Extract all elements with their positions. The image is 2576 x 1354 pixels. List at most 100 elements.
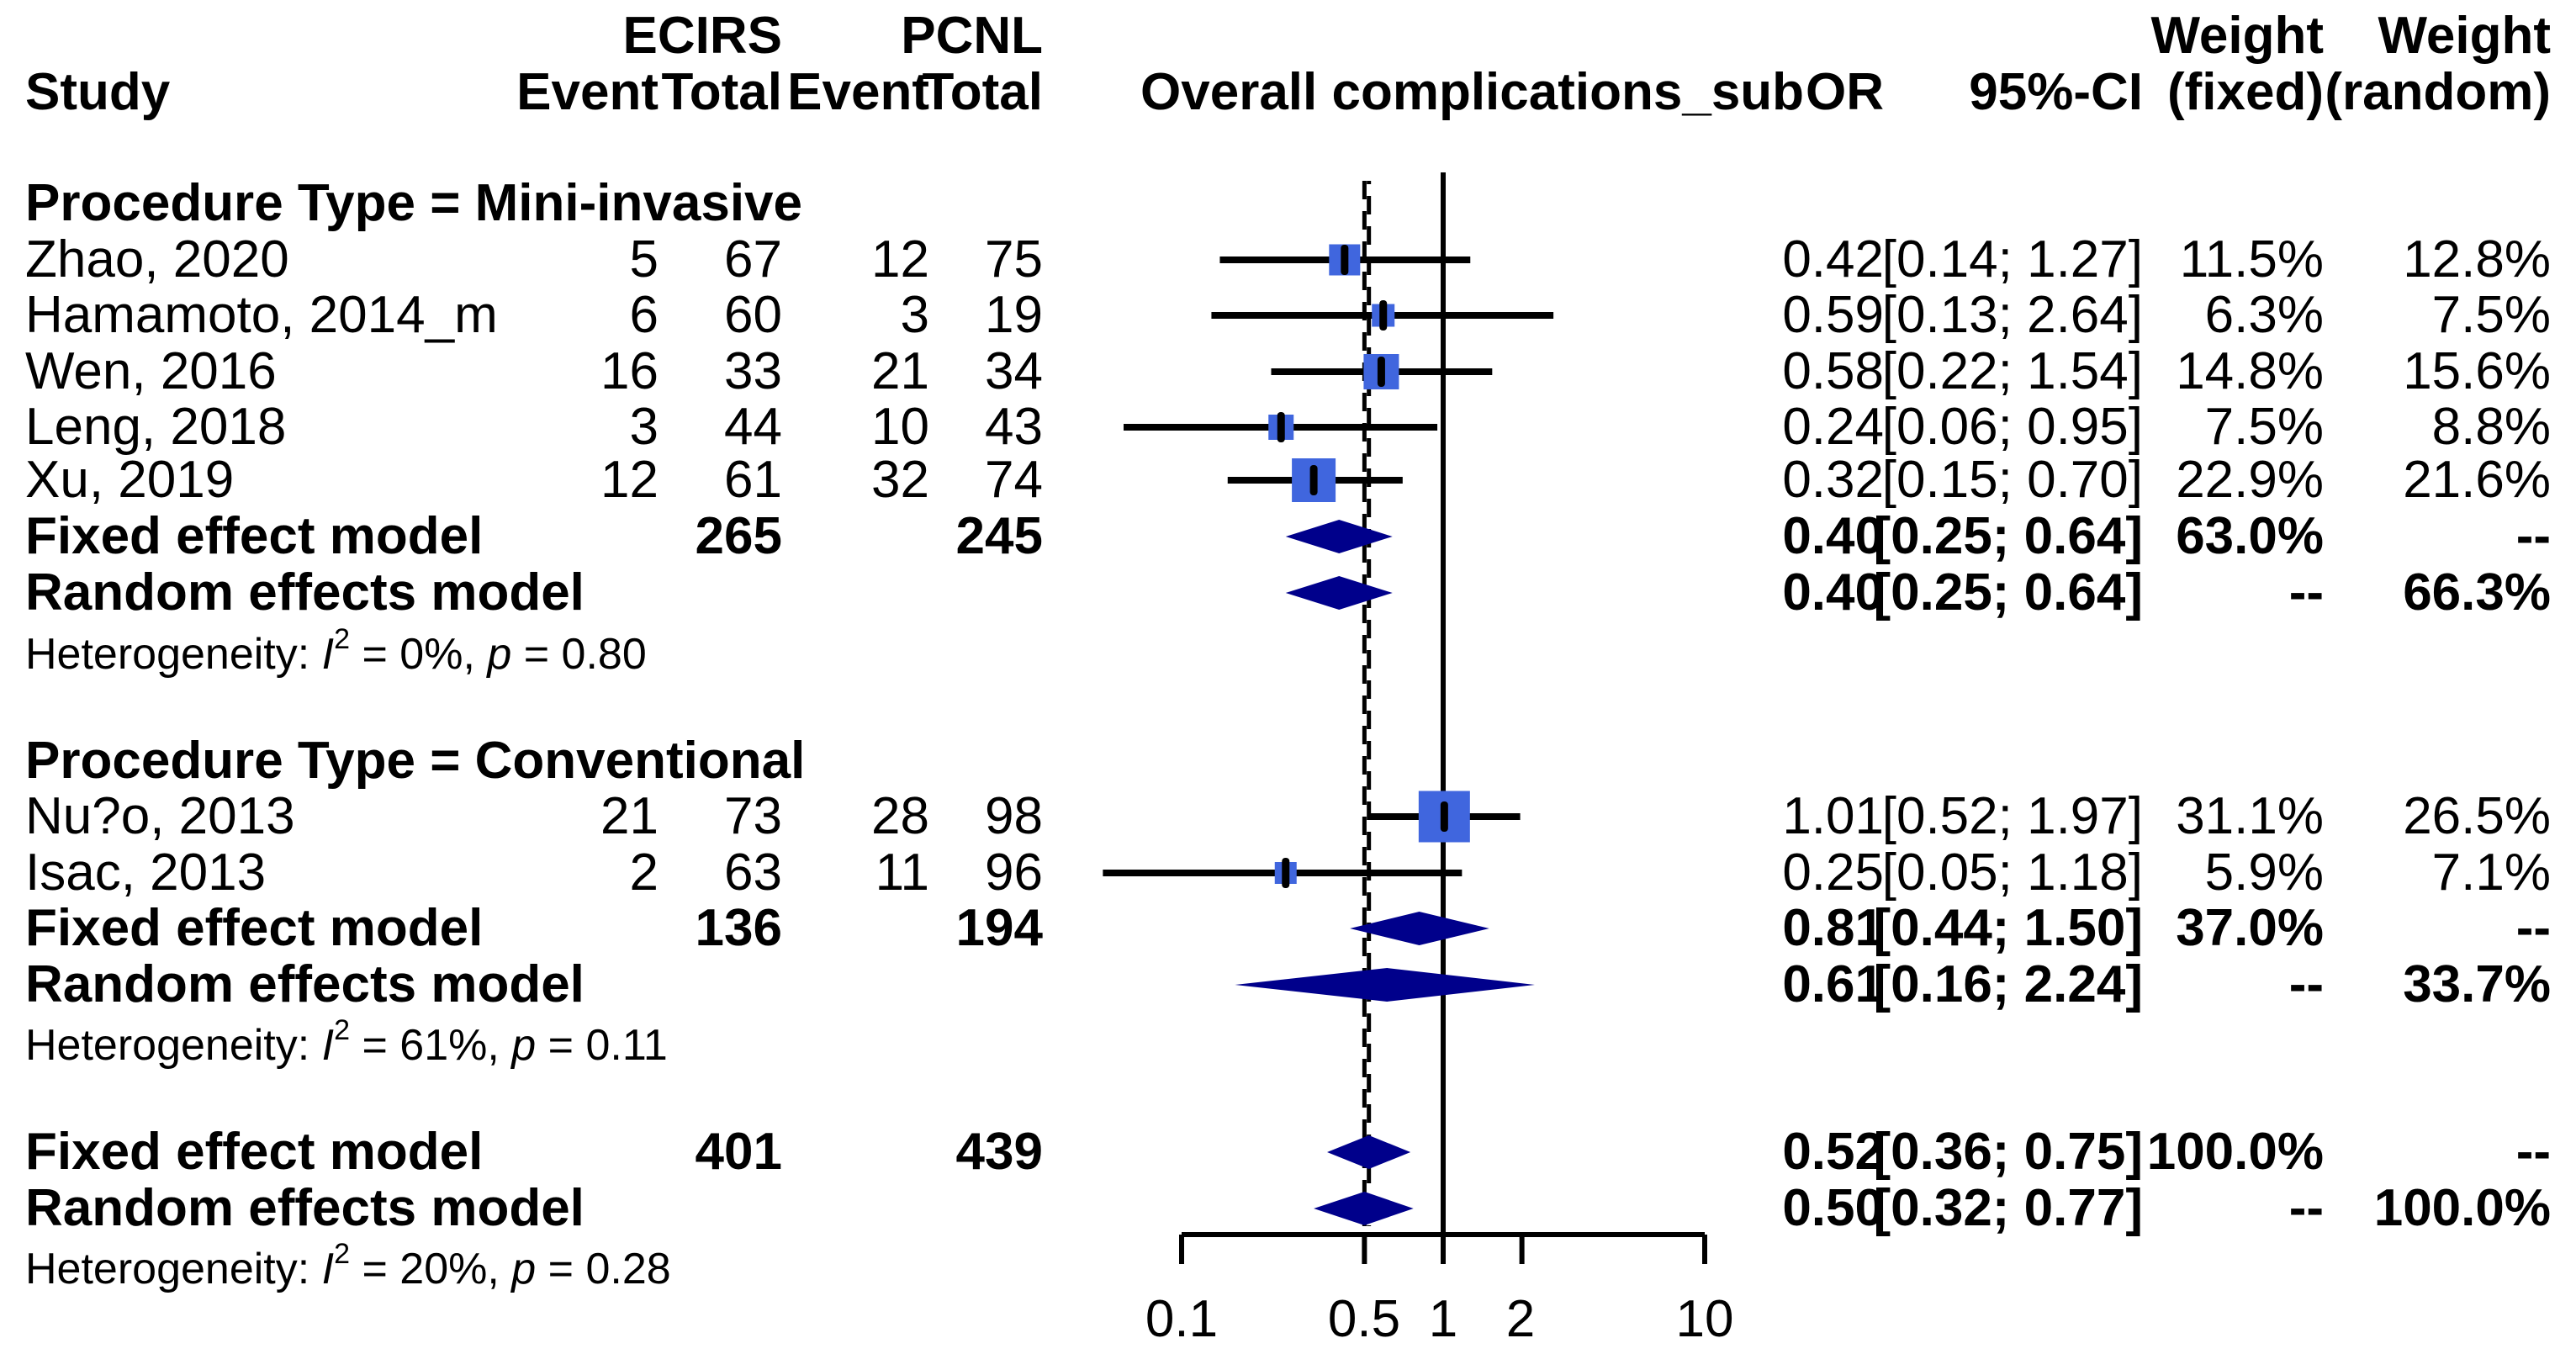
- ecirs-event: 21: [600, 787, 659, 845]
- weight-fixed-value: 37.0%: [2176, 899, 2324, 957]
- weight-random-value: 100.0%: [2373, 1179, 2551, 1237]
- model-label: Fixed effect model: [25, 899, 484, 957]
- study-row: Wen, 2016 16 33 21 34 0.58 [0.22; 1.54] …: [0, 344, 2576, 399]
- pcnl-total: 19: [985, 286, 1043, 344]
- column-header-total-ecirs: Total: [661, 63, 783, 121]
- ecirs-total: 33: [724, 342, 782, 400]
- weight-fixed-value: 7.5%: [2204, 398, 2324, 456]
- weight-fixed-value: 63.0%: [2176, 507, 2324, 565]
- axis-tick-label: 0.1: [1145, 1290, 1219, 1348]
- ecirs-total: 61: [724, 451, 782, 509]
- ecirs-event: 3: [629, 398, 659, 456]
- weight-fixed-value: 11.5%: [2179, 230, 2324, 288]
- pcnl-total: 75: [985, 230, 1043, 288]
- weight-fixed-value: --: [2288, 955, 2324, 1013]
- study-row: Hamamoto, 2014_m 6 60 3 19 0.59 [0.13; 2…: [0, 288, 2576, 343]
- ci-value: [0.05; 1.18]: [1881, 844, 2143, 902]
- ci-value: [0.13; 2.64]: [1881, 286, 2143, 344]
- or-value: 0.42: [1782, 230, 1884, 288]
- study-row: Zhao, 2020 5 67 12 75 0.42 [0.14; 1.27] …: [0, 232, 2576, 288]
- overall-fixed-effect-row: Fixed effect model 401 439 0.52 [0.36; 0…: [0, 1124, 2576, 1180]
- ecirs-total: 401: [695, 1123, 782, 1181]
- study-label: Nu?o, 2013: [25, 787, 295, 845]
- ecirs-total: 60: [724, 286, 782, 344]
- fixed-effect-row: Fixed effect model 136 194 0.81 [0.44; 1…: [0, 901, 2576, 956]
- overall-random-effects-row: Random effects model 0.50 [0.32; 0.77] -…: [0, 1181, 2576, 1236]
- or-value: 0.40: [1782, 563, 1884, 621]
- ci-value: [0.44; 1.50]: [1873, 899, 2143, 957]
- or-value: 0.25: [1782, 844, 1884, 902]
- weight-fixed-value: 22.9%: [2176, 451, 2324, 509]
- study-label: Leng, 2018: [25, 398, 287, 456]
- ecirs-total: 73: [724, 787, 782, 845]
- axis-tick-label: 1: [1428, 1290, 1458, 1348]
- weight-random-value: 15.6%: [2403, 342, 2551, 400]
- weight-fixed-value: 14.8%: [2176, 342, 2324, 400]
- column-header-or: OR: [1806, 63, 1884, 121]
- ci-value: [0.52; 1.97]: [1881, 787, 2143, 845]
- column-header-total-pcnl: Total: [922, 63, 1044, 121]
- column-header-weight-random-2: (random): [2325, 63, 2551, 121]
- study-row: Nu?o, 2013 21 73 28 98 1.01 [0.52; 1.97]…: [0, 789, 2576, 844]
- ecirs-total: 136: [695, 899, 782, 957]
- fixed-effect-row: Fixed effect model 265 245 0.40 [0.25; 0…: [0, 509, 2576, 564]
- subgroup-title-row: Procedure Type = Conventional: [0, 733, 2576, 789]
- or-value: 0.32: [1782, 451, 1884, 509]
- heterogeneity-text: Heterogeneity: I2 = 20%, p = 0.28: [25, 1238, 671, 1293]
- ecirs-event: 16: [600, 342, 659, 400]
- weight-random-value: 8.8%: [2431, 398, 2551, 456]
- study-label: Xu, 2019: [25, 451, 235, 509]
- weight-random-value: --: [2515, 899, 2551, 957]
- ci-value: [0.22; 1.54]: [1881, 342, 2143, 400]
- pcnl-total: 194: [955, 899, 1043, 957]
- study-row: Leng, 2018 3 44 10 43 0.24 [0.06; 0.95] …: [0, 399, 2576, 455]
- header-row-2: Study Event Total Event Total Overall co…: [0, 65, 2576, 120]
- study-label: Isac, 2013: [25, 844, 267, 902]
- model-label: Fixed effect model: [25, 507, 484, 565]
- ecirs-total: 265: [695, 507, 782, 565]
- column-header-weight-random-1: Weight: [2378, 7, 2552, 65]
- pcnl-event: 28: [871, 787, 929, 845]
- or-value: 0.52: [1782, 1123, 1884, 1181]
- heterogeneity-row: Heterogeneity: I2 = 20%, p = 0.28: [0, 1238, 2576, 1297]
- pcnl-total: 43: [985, 398, 1043, 456]
- or-value: 0.40: [1782, 507, 1884, 565]
- plot-title: Overall complications_sub: [1140, 63, 1805, 121]
- ecirs-event: 12: [600, 451, 659, 509]
- ci-value: [0.16; 2.24]: [1873, 955, 2143, 1013]
- axis-tick-label: 10: [1675, 1290, 1734, 1348]
- pcnl-total: 96: [985, 844, 1043, 902]
- or-value: 0.50: [1782, 1179, 1884, 1237]
- heterogeneity-row: Heterogeneity: I2 = 0%, p = 0.80: [0, 623, 2576, 682]
- weight-random-value: 12.8%: [2403, 230, 2551, 288]
- ci-value: [0.15; 0.70]: [1881, 451, 2143, 509]
- ecirs-event: 6: [629, 286, 659, 344]
- column-header-pcnl: PCNL: [901, 7, 1043, 65]
- model-label: Random effects model: [25, 563, 584, 621]
- ci-value: [0.06; 0.95]: [1881, 398, 2143, 456]
- weight-random-value: 26.5%: [2403, 787, 2551, 845]
- pcnl-event: 3: [900, 286, 929, 344]
- heterogeneity-text: Heterogeneity: I2 = 61%, p = 0.11: [25, 1014, 668, 1070]
- ci-value: [0.36; 0.75]: [1873, 1123, 2143, 1181]
- ecirs-event: 2: [629, 844, 659, 902]
- weight-fixed-value: --: [2288, 563, 2324, 621]
- weight-fixed-value: 6.3%: [2204, 286, 2324, 344]
- pcnl-event: 12: [871, 230, 929, 288]
- axis-tick-label: 0.5: [1327, 1290, 1401, 1348]
- ci-value: [0.25; 0.64]: [1873, 563, 2143, 621]
- column-header-ecirs: ECIRS: [622, 7, 782, 65]
- pcnl-event: 10: [871, 398, 929, 456]
- pcnl-event: 11: [875, 844, 929, 902]
- ci-value: [0.14; 1.27]: [1881, 230, 2143, 288]
- or-value: 0.81: [1782, 899, 1884, 957]
- ecirs-event: 5: [629, 230, 659, 288]
- or-value: 0.24: [1782, 398, 1884, 456]
- column-header-weight-fixed-2: (fixed): [2167, 63, 2324, 121]
- weight-fixed-value: 31.1%: [2176, 787, 2324, 845]
- weight-random-value: 33.7%: [2403, 955, 2551, 1013]
- column-header-ci: 95%-CI: [1969, 63, 2143, 121]
- subgroup-title: Procedure Type = Mini-invasive: [25, 174, 803, 232]
- weight-fixed-value: --: [2288, 1179, 2324, 1237]
